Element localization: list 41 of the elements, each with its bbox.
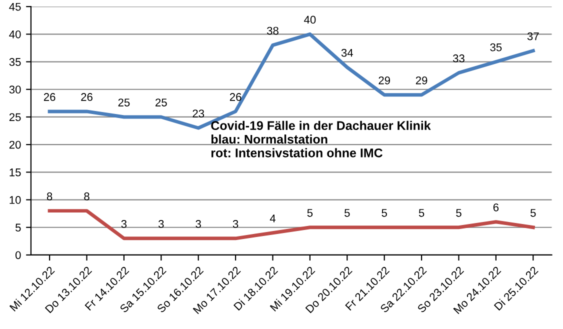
data-label: 5	[456, 209, 462, 217]
data-label: 26	[81, 93, 92, 101]
data-label: 29	[378, 76, 390, 84]
data-label: 5	[418, 209, 424, 217]
data-label: 26	[230, 93, 242, 101]
data-label: 33	[452, 54, 464, 62]
data-label: 8	[84, 192, 90, 200]
y-tick-label: 15	[10, 168, 21, 176]
y-tick-label: 45	[9, 2, 21, 11]
data-label: 37	[527, 32, 539, 40]
annotation: Covid-19 Fälle in der Dachauer Klinik	[211, 120, 431, 130]
data-label: 35	[490, 43, 502, 52]
data-label: 3	[121, 220, 127, 228]
data-label: 25	[118, 98, 130, 106]
data-label: 40	[304, 16, 316, 24]
y-tick-label: 10	[10, 196, 21, 204]
y-tick-label: 35	[9, 58, 21, 66]
data-label: 3	[196, 220, 201, 228]
data-label: 3	[232, 220, 238, 228]
y-tick-label: 25	[9, 113, 21, 122]
data-label: 5	[382, 209, 387, 217]
y-tick-label: 40	[9, 30, 21, 38]
data-label: 5	[530, 209, 536, 217]
data-label: 23	[192, 110, 204, 118]
data-label: 25	[156, 98, 167, 106]
data-label: 4	[270, 214, 276, 222]
y-tick-label: 0	[16, 251, 21, 260]
data-label: 6	[493, 203, 499, 212]
annotation: blau: Normalstation	[211, 134, 328, 144]
data-label: 5	[307, 209, 313, 217]
data-label: 5	[344, 209, 350, 217]
data-label: 26	[44, 93, 56, 101]
data-label: 34	[341, 48, 354, 57]
y-tick-label: 20	[9, 140, 21, 149]
data-label: 38	[267, 26, 278, 35]
data-label: 8	[46, 192, 52, 200]
y-tick-label: 30	[9, 86, 21, 94]
data-label: 3	[158, 220, 164, 228]
y-tick-label: 5	[16, 224, 21, 232]
data-label: 29	[416, 76, 428, 84]
annotation: rot: Intensivstation ohne IMC	[211, 148, 383, 158]
